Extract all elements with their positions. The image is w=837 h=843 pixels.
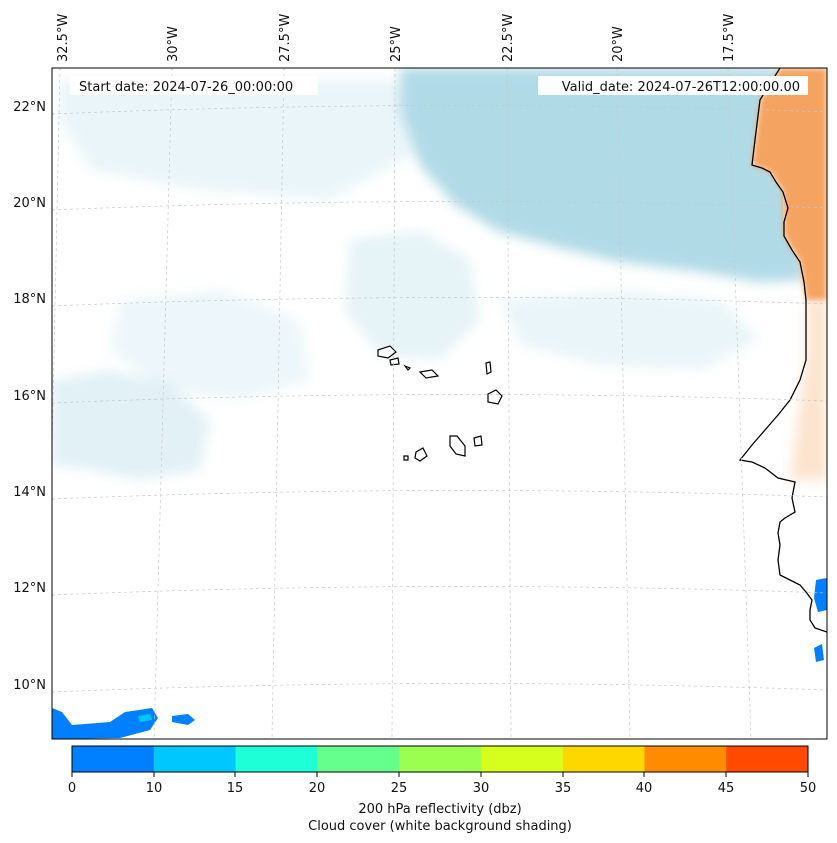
colorbar-segment bbox=[644, 746, 727, 772]
parallel-gridline bbox=[52, 394, 827, 404]
parallel-gridline bbox=[52, 586, 827, 596]
lon-label-22-5w: 22.5°W bbox=[501, 14, 516, 62]
cloud-patch-central bbox=[345, 230, 480, 360]
lon-label-20w: 20°W bbox=[611, 26, 626, 62]
cloud-band-north bbox=[400, 68, 805, 282]
start-date-label: Start date: 2024-07-26_00:00:00 bbox=[79, 80, 293, 95]
colorbar-segment bbox=[480, 746, 564, 772]
valid-date-label: Valid_date: 2024-07-26T12:00:00.00 bbox=[562, 80, 800, 95]
parallel-gridline bbox=[52, 490, 827, 500]
lon-label-32-5w: 32.5°W bbox=[56, 14, 71, 62]
colorbar-tick-30: 30 bbox=[473, 781, 490, 796]
colorbar-tick-40: 40 bbox=[636, 781, 653, 796]
map-frame bbox=[51, 67, 828, 740]
lat-label-22n: 22°N bbox=[13, 100, 46, 115]
colorbar-segment bbox=[72, 746, 155, 772]
colorbar-tick-0: 0 bbox=[68, 781, 76, 796]
high-reflectivity-land bbox=[752, 68, 827, 300]
island-sao-vicente bbox=[389, 357, 400, 366]
island-fogo bbox=[414, 447, 428, 462]
colorbar: 0 10 15 20 25 30 35 40 45 50 200 hPa ref… bbox=[68, 745, 816, 834]
colorbar-frame bbox=[71, 745, 809, 773]
meridian-gridline bbox=[727, 68, 752, 739]
colorbar-ticks bbox=[71, 772, 809, 777]
lon-label-17-5w: 17.5°W bbox=[722, 14, 737, 62]
parallel-gridline bbox=[52, 105, 827, 115]
reflectivity-patch-east-2 bbox=[814, 644, 824, 662]
lat-label-10n: 10°N bbox=[13, 678, 46, 693]
colorbar-segments bbox=[72, 746, 809, 772]
gridlines bbox=[52, 68, 827, 739]
lon-label-27-5w: 27.5°W bbox=[278, 14, 293, 62]
island-santo-antao bbox=[377, 345, 397, 359]
parallel-gridline bbox=[52, 201, 827, 211]
colorbar-label-cloud-cover: Cloud cover (white background shading) bbox=[308, 819, 572, 834]
longitude-labels: 32.5°W 30°W 27.5°W 25°W 22.5°W 20°W 17.5… bbox=[56, 14, 737, 62]
colorbar-tick-35: 35 bbox=[555, 781, 572, 796]
reflectivity-patch-south bbox=[172, 714, 195, 725]
lat-label-18n: 18°N bbox=[13, 292, 46, 307]
lat-label-16n: 16°N bbox=[13, 389, 46, 404]
map-area bbox=[52, 68, 827, 739]
lat-label-20n: 20°N bbox=[13, 196, 46, 211]
lat-label-12n: 12°N bbox=[13, 581, 46, 596]
reflectivity-patch-east-1 bbox=[814, 578, 827, 612]
island-maio bbox=[473, 435, 483, 447]
colorbar-label-reflectivity: 200 hPa reflectivity (dbz) bbox=[358, 802, 521, 817]
lat-label-14n: 14°N bbox=[13, 485, 46, 500]
valid-date-box bbox=[538, 76, 808, 95]
island-boa-vista bbox=[487, 389, 503, 405]
latitude-labels: 22°N 20°N 18°N 16°N 14°N 12°N 10°N bbox=[13, 100, 46, 693]
island-brava bbox=[403, 455, 409, 461]
parallel-gridline bbox=[52, 297, 827, 307]
cloud-patch-east bbox=[500, 290, 760, 370]
meridian-gridline bbox=[391, 68, 396, 739]
colorbar-segment bbox=[317, 746, 400, 772]
cloud-cover-shading bbox=[52, 68, 805, 480]
colorbar-segment bbox=[399, 746, 482, 772]
colorbar-tick-50: 50 bbox=[800, 781, 817, 796]
reflectivity-patch-southwest bbox=[52, 708, 158, 739]
cloud-patch-ne-light bbox=[60, 80, 420, 200]
colorbar-tick-10: 10 bbox=[146, 781, 163, 796]
cloud-patch-west bbox=[52, 370, 210, 480]
meridian-gridline bbox=[271, 68, 285, 739]
meridian-gridline bbox=[616, 68, 631, 739]
high-reflectivity-land-fade bbox=[790, 300, 827, 480]
colorbar-tick-45: 45 bbox=[718, 781, 735, 796]
colorbar-segment bbox=[153, 746, 237, 772]
meridian-gridline bbox=[153, 68, 173, 739]
cloud-patch-mid bbox=[110, 290, 310, 400]
colorbar-segment bbox=[562, 746, 645, 772]
colorbar-segment bbox=[726, 746, 809, 772]
meridian-gridline bbox=[506, 68, 512, 739]
parallel-gridline bbox=[52, 683, 827, 693]
cape-verde-islands bbox=[377, 345, 503, 462]
colorbar-segment bbox=[235, 746, 318, 772]
reflectivity-patch-light bbox=[138, 714, 152, 722]
colorbar-tick-25: 25 bbox=[391, 781, 408, 796]
lon-label-30w: 30°W bbox=[166, 26, 181, 62]
coastline bbox=[738, 68, 827, 633]
lon-label-25w: 25°W bbox=[389, 26, 404, 62]
island-santa-luzia bbox=[403, 364, 412, 371]
island-sal bbox=[485, 361, 492, 375]
island-santiago bbox=[449, 435, 466, 457]
colorbar-tick-15: 15 bbox=[227, 781, 244, 796]
start-date-box bbox=[70, 76, 318, 95]
island-sao-nicolau bbox=[418, 369, 440, 379]
colorbar-tick-20: 20 bbox=[309, 781, 326, 796]
reflectivity-patches bbox=[52, 578, 827, 739]
colorbar-tick-labels: 0 10 15 20 25 30 35 40 45 50 bbox=[68, 781, 816, 796]
